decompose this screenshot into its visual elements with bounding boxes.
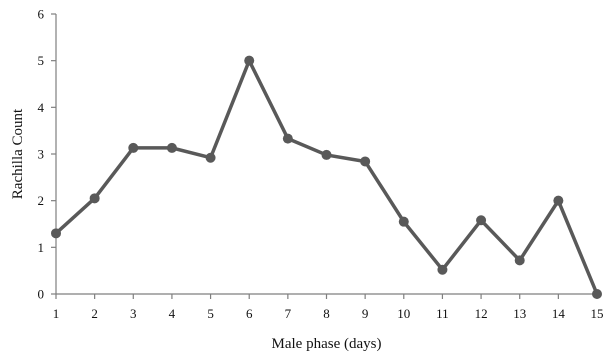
data-point: [476, 215, 487, 226]
x-tick-label: 13: [513, 306, 526, 321]
x-tick-label: 11: [436, 306, 449, 321]
data-point: [360, 156, 371, 167]
data-point: [321, 149, 332, 160]
x-axis-title: Male phase (days): [272, 336, 382, 352]
y-tick-label: 6: [38, 7, 45, 22]
data-point: [128, 142, 139, 153]
x-tick-label: 14: [552, 306, 566, 321]
y-tick-label: 2: [38, 193, 45, 208]
x-tick-label: 10: [397, 306, 410, 321]
y-tick-label: 1: [38, 240, 45, 255]
x-tick-label: 9: [362, 306, 369, 321]
x-tick-label: 3: [130, 306, 137, 321]
data-point: [166, 142, 177, 153]
data-point: [437, 264, 448, 275]
x-tick-label: 8: [323, 306, 330, 321]
x-tick-label: 7: [285, 306, 292, 321]
data-point: [51, 228, 61, 239]
x-tick-label: 1: [53, 306, 60, 321]
x-tick-label: 12: [475, 306, 488, 321]
data-point: [282, 133, 293, 144]
data-point: [514, 255, 525, 266]
y-tick-label: 0: [38, 287, 45, 302]
y-axis-title: Rachilla Count: [10, 108, 26, 199]
data-point: [244, 55, 255, 66]
data-point: [398, 216, 409, 227]
y-ticks: 0 1 2 3 4 5 6: [38, 7, 56, 302]
x-ticks: 1 2 3 4 5 6 7 8 9 10 11 12 13 14 15: [53, 294, 604, 321]
x-tick-label: 4: [169, 306, 176, 321]
x-tick-label: 2: [91, 306, 98, 321]
data-point: [592, 289, 602, 299]
data-point: [553, 195, 564, 206]
y-tick-label: 3: [38, 147, 45, 162]
y-tick-label: 5: [38, 53, 45, 68]
x-tick-label: 15: [591, 306, 604, 321]
y-tick-label: 4: [38, 100, 45, 115]
x-tick-label: 6: [246, 306, 253, 321]
data-point: [89, 193, 100, 204]
data-point: [205, 152, 216, 163]
x-tick-label: 5: [207, 306, 214, 321]
series-layer: [51, 55, 602, 299]
